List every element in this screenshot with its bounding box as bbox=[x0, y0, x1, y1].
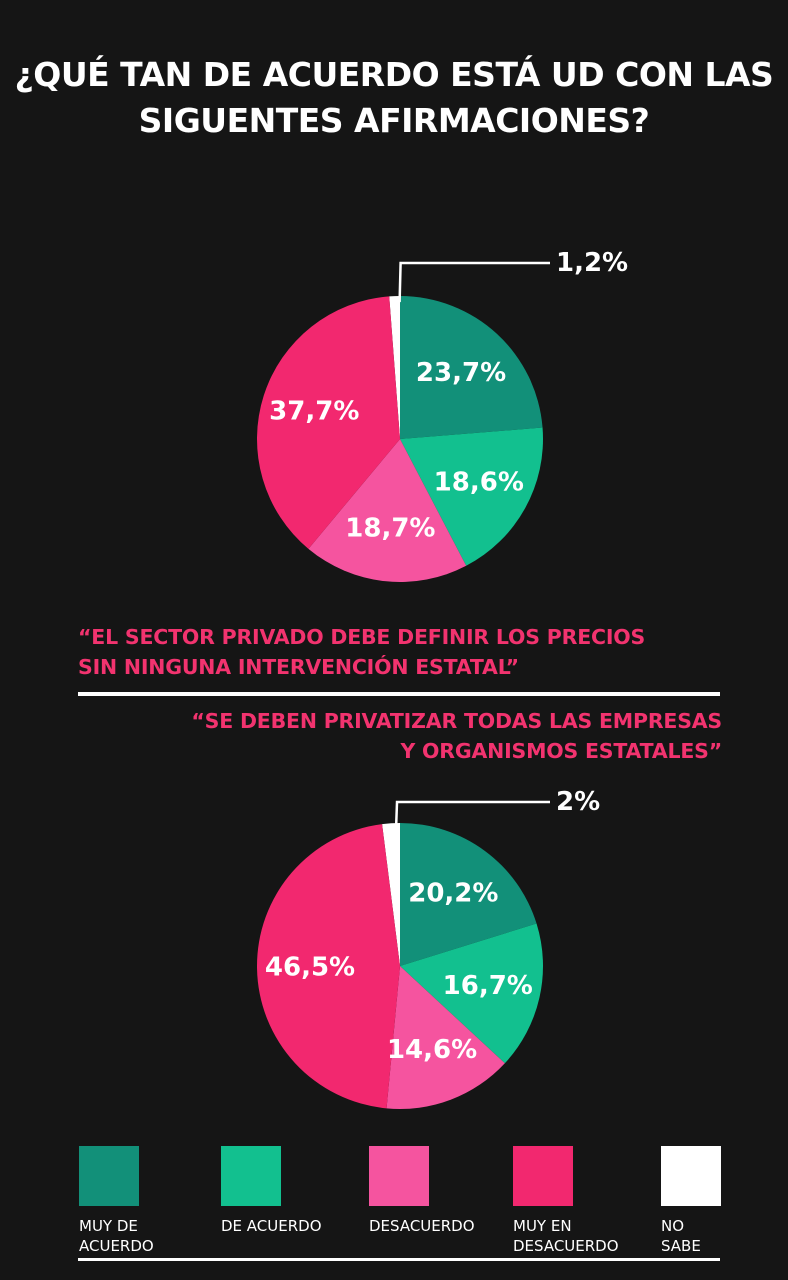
legend-item-muy-de-acuerdo: MUY DE ACUERDO bbox=[79, 1146, 219, 1256]
legend-label-line: SABE bbox=[661, 1237, 701, 1255]
legend-item-de-acuerdo: DE ACUERDO bbox=[221, 1146, 361, 1236]
statement-2-line-1: “SE DEBEN PRIVATIZAR TODAS LAS EMPRESAS bbox=[191, 709, 722, 733]
legend-label-line: ACUERDO bbox=[79, 1237, 154, 1255]
pie2-label-muy-en-desacuerdo: 46,5% bbox=[265, 952, 355, 982]
pie1-slice-muy-de-acuerdo bbox=[400, 296, 543, 439]
pie1-label-no-sabe: 1,2% bbox=[556, 248, 628, 278]
legend-swatch-muy-de-acuerdo bbox=[79, 1146, 139, 1206]
pie2-label-de-acuerdo: 16,7% bbox=[443, 971, 533, 1001]
statement-2-line-2: Y ORGANISMOS ESTATALES” bbox=[400, 739, 722, 763]
legend-label-desacuerdo: DESACUERDO bbox=[369, 1216, 509, 1236]
legend-label-line: DESACUERDO bbox=[369, 1217, 475, 1235]
pie-chart-1: 23,7% 18,6% 18,7% 37,7% 1,2% bbox=[257, 248, 628, 583]
legend-swatch-de-acuerdo bbox=[221, 1146, 281, 1206]
legend-label-line: NO bbox=[661, 1217, 685, 1235]
pie1-label-de-acuerdo: 18,6% bbox=[434, 468, 524, 498]
statement-1-line-1: “EL SECTOR PRIVADO DEBE DEFINIR LOS PREC… bbox=[78, 625, 646, 649]
legend-item-muy-en-desacuerdo: MUY EN DESACUERDO bbox=[513, 1146, 653, 1256]
legend-swatch-muy-en-desacuerdo bbox=[513, 1146, 573, 1206]
pie2-label-muy-de-acuerdo: 20,2% bbox=[408, 879, 498, 909]
bottom-divider bbox=[78, 1258, 720, 1261]
pie2-slice-muy-de-acuerdo bbox=[400, 822, 537, 966]
legend-label-muy-de-acuerdo: MUY DE ACUERDO bbox=[79, 1216, 219, 1256]
pie2-slice-desacuerdo bbox=[386, 966, 505, 1109]
divider bbox=[78, 692, 720, 696]
legend-item-desacuerdo: DESACUERDO bbox=[369, 1146, 509, 1236]
title-line-1: ¿QUÉ TAN DE ACUERDO ESTÁ UD CON LAS bbox=[14, 55, 774, 94]
pie2-callout-line bbox=[394, 800, 550, 830]
legend-label-no-sabe: NO SABE bbox=[661, 1216, 788, 1256]
statement-2: “SE DEBEN PRIVATIZAR TODAS LAS EMPRESAS … bbox=[191, 706, 722, 766]
pie2-label-desacuerdo: 14,6% bbox=[387, 1035, 477, 1065]
pie1-slice-de-acuerdo bbox=[400, 427, 543, 566]
pie1-slice-desacuerdo bbox=[308, 439, 467, 583]
pie1-label-muy-de-acuerdo: 23,7% bbox=[416, 358, 506, 388]
pie2-slice-muy-en-desacuerdo bbox=[257, 824, 400, 1109]
pie2-slice-no-sabe bbox=[382, 823, 400, 966]
legend-swatch-desacuerdo bbox=[369, 1146, 429, 1206]
legend-label-line: DE ACUERDO bbox=[221, 1217, 322, 1235]
pie1-label-desacuerdo: 18,7% bbox=[345, 513, 435, 543]
pie2-slice-de-acuerdo bbox=[400, 923, 543, 1064]
legend-item-no-sabe: NO SABE bbox=[661, 1146, 788, 1256]
statement-1-line-2: SIN NINGUNA INTERVENCIÓN ESTATAL” bbox=[78, 655, 519, 679]
pie1-slice-muy-en-desacuerdo bbox=[257, 296, 400, 549]
pie1-slice-no-sabe bbox=[389, 296, 400, 439]
legend-label-line: MUY EN bbox=[513, 1217, 572, 1235]
pie-chart-2: 20,2% 16,7% 14,6% 46,5% 2% bbox=[257, 787, 600, 1109]
legend-label-de-acuerdo: DE ACUERDO bbox=[221, 1216, 361, 1236]
legend-swatch-no-sabe bbox=[661, 1146, 721, 1206]
pie2-label-no-sabe: 2% bbox=[556, 787, 600, 817]
chart-title: ¿QUÉ TAN DE ACUERDO ESTÁ UD CON LAS SIGU… bbox=[0, 52, 788, 144]
pie1-callout-line bbox=[398, 261, 550, 303]
legend-label-line: MUY DE bbox=[79, 1217, 138, 1235]
pie1-label-muy-en-desacuerdo: 37,7% bbox=[269, 397, 359, 427]
legend-label-muy-en-desacuerdo: MUY EN DESACUERDO bbox=[513, 1216, 653, 1256]
statement-1: “EL SECTOR PRIVADO DEBE DEFINIR LOS PREC… bbox=[78, 622, 645, 682]
title-line-2: SIGUENTES AFIRMACIONES? bbox=[138, 101, 650, 140]
legend-label-line: DESACUERDO bbox=[513, 1237, 619, 1255]
legend: MUY DE ACUERDO DE ACUERDO DESACUERDO MUY… bbox=[0, 1146, 788, 1256]
